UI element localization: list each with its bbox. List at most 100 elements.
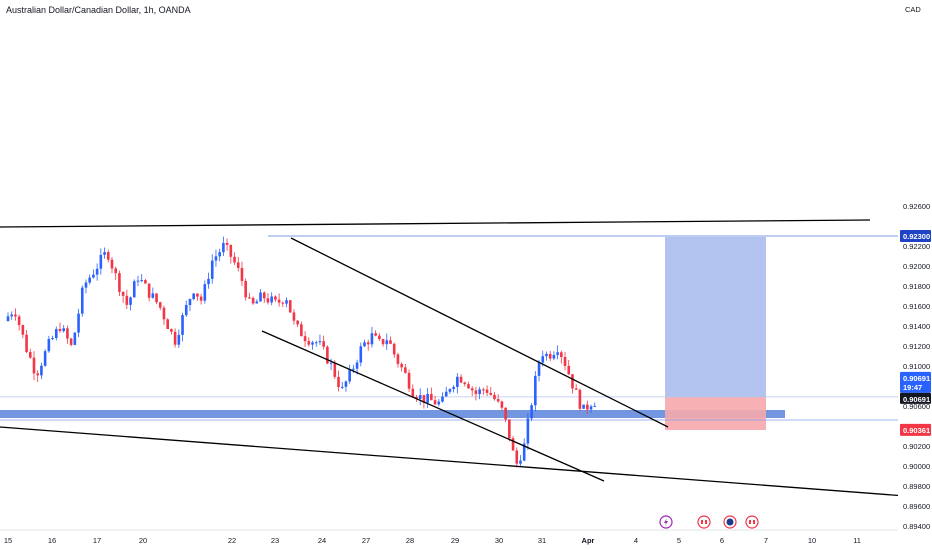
candle-body (378, 335, 381, 340)
candle-body (560, 352, 563, 358)
candle-body (496, 399, 500, 402)
candle-body (288, 300, 292, 313)
y-tick-label: 0.89400 (903, 522, 930, 531)
candle-body (121, 291, 125, 296)
candle-body (456, 376, 459, 387)
wedge-lower-line[interactable] (261, 330, 605, 482)
candle-body (129, 297, 132, 305)
candle-body (433, 400, 437, 405)
candle-body (77, 313, 80, 333)
current-price-tag-text: 0.90691 (903, 395, 930, 404)
candle-body (162, 307, 166, 320)
candle-body (459, 376, 463, 383)
candle-body (359, 346, 363, 363)
candle-body (370, 333, 374, 345)
candle-body (355, 362, 359, 369)
candle-body (233, 256, 236, 263)
candle-body (534, 375, 537, 406)
candle-body (352, 368, 355, 370)
candle-body (363, 342, 366, 347)
candle-body (110, 259, 114, 269)
candle-body (88, 277, 91, 283)
candle-body (422, 395, 426, 403)
candle-body (537, 362, 541, 376)
flag-icon[interactable] (745, 515, 759, 529)
x-tick-label: 4 (634, 536, 638, 545)
candle-body (58, 329, 62, 332)
candle-body (311, 342, 314, 345)
candle-body (218, 252, 221, 257)
candle-body (485, 389, 489, 393)
candle-body (177, 334, 181, 345)
candle-body (166, 319, 169, 330)
candle-body (300, 324, 303, 337)
candle-body (441, 396, 444, 402)
stop-zone[interactable] (665, 397, 766, 430)
x-tick-label: 15 (4, 536, 12, 545)
target-zone[interactable] (665, 237, 766, 397)
price-axis[interactable] (898, 0, 932, 550)
candle-body (448, 389, 452, 392)
candle-body (296, 320, 299, 325)
y-tick-label: 0.91400 (903, 322, 930, 331)
candle-body (103, 252, 106, 255)
candle-body (571, 374, 574, 389)
candle-body (326, 346, 329, 364)
candle-body (199, 296, 203, 301)
candle-body (240, 267, 244, 281)
flag-stripe (751, 520, 753, 524)
candle-body (430, 393, 433, 401)
y-tick-label: 0.89600 (903, 502, 930, 511)
candle-body (463, 382, 467, 385)
candle-body (188, 299, 192, 305)
candle-body (244, 280, 247, 298)
x-tick-label: Apr (582, 536, 595, 545)
candle-body (151, 293, 155, 298)
candle-body (66, 328, 69, 339)
lightning-icon[interactable] (659, 515, 673, 529)
candle-body (281, 302, 285, 304)
y-tick-label: 0.91800 (903, 282, 930, 291)
candle-body (210, 260, 214, 279)
globe-icon[interactable] (723, 515, 737, 529)
candle-body (32, 357, 36, 374)
x-tick-label: 31 (538, 536, 546, 545)
candle-body (144, 280, 147, 284)
countdown-tag-bg (900, 371, 931, 393)
candle-body (578, 389, 582, 409)
candle-body (262, 292, 266, 299)
candle-body (407, 372, 411, 389)
candle-body (184, 304, 188, 316)
y-tick-label: 0.89800 (903, 482, 930, 491)
candle-body (340, 386, 344, 388)
x-tick-label: 28 (406, 536, 414, 545)
flag-icon[interactable] (697, 515, 711, 529)
candle-body (411, 388, 415, 397)
x-tick-label: 27 (362, 536, 370, 545)
candle-body (155, 293, 158, 303)
candle-body (307, 341, 311, 345)
candle-body (504, 407, 507, 420)
candle-body (10, 314, 14, 317)
candle-body (6, 316, 10, 321)
upper-channel-line[interactable] (0, 219, 871, 228)
candle-body (389, 340, 392, 344)
candle-body (214, 256, 218, 261)
candle-body (51, 338, 54, 340)
candle-body (519, 460, 522, 464)
x-tick-label: 5 (677, 536, 681, 545)
candle-body (40, 365, 43, 376)
candle-body (43, 351, 47, 366)
x-tick-label: 6 (720, 536, 724, 545)
candle-body (593, 405, 597, 407)
flag-stripe (703, 520, 705, 524)
candle-body (28, 352, 32, 358)
wedge-upper-line[interactable] (290, 237, 669, 428)
y-tick-label: 0.91000 (903, 362, 930, 371)
countdown-tag-text: 0.90691 (903, 374, 930, 383)
stop-price-tag-text: 0.90361 (903, 426, 930, 435)
lower-channel-line[interactable] (0, 426, 932, 499)
stop-price-tag-bg (900, 423, 931, 436)
